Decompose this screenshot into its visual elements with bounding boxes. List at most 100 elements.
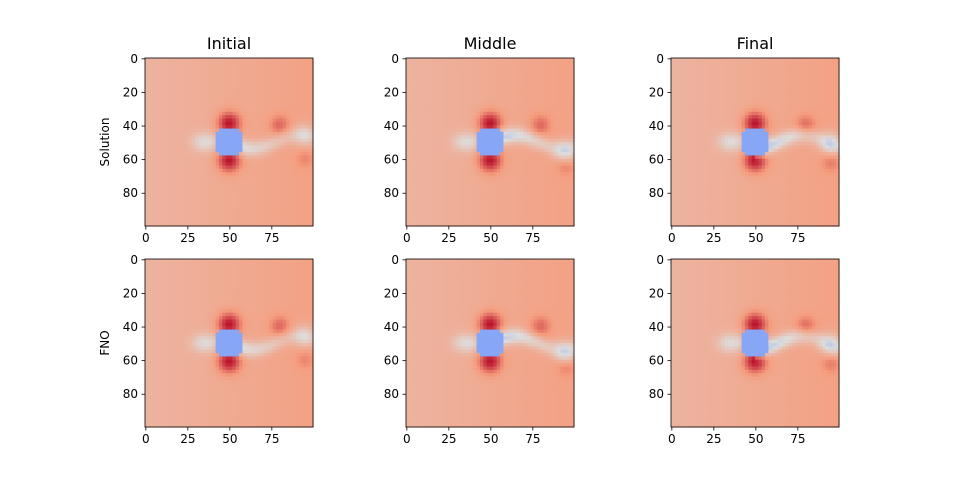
heatmap-cell xyxy=(476,64,481,69)
heatmap-cell xyxy=(181,64,186,69)
heatmap-cell xyxy=(252,121,257,126)
heatmap-cell xyxy=(215,219,220,224)
heatmap-cell xyxy=(215,155,220,160)
heatmap-cell xyxy=(165,64,170,69)
heatmap-cell xyxy=(165,199,170,204)
heatmap-cell xyxy=(171,84,176,89)
heatmap-cell xyxy=(155,138,160,143)
heatmap-cell xyxy=(195,219,200,224)
heatmap-cell xyxy=(272,115,277,120)
heatmap-cell xyxy=(560,64,565,69)
heatmap-cell xyxy=(249,212,254,217)
heatmap-cell xyxy=(422,74,427,79)
heatmap-cell xyxy=(145,81,149,86)
heatmap-cell xyxy=(185,165,190,170)
heatmap-cell xyxy=(406,74,410,79)
heatmap-cell xyxy=(262,131,267,136)
heatmap-cell xyxy=(161,145,166,150)
heatmap-cell xyxy=(276,195,280,200)
heatmap-cell xyxy=(296,212,301,217)
heatmap-cell xyxy=(306,219,311,224)
heatmap-cell xyxy=(299,165,304,170)
heatmap-cell xyxy=(439,61,444,66)
heatmap-cell xyxy=(148,148,153,153)
heatmap-cell xyxy=(269,108,274,113)
heatmap-cell xyxy=(181,199,186,204)
heatmap-cell xyxy=(192,125,196,130)
heatmap-cell xyxy=(560,61,565,66)
heatmap-cell xyxy=(510,58,515,62)
heatmap-cell xyxy=(259,61,264,66)
heatmap-cell xyxy=(282,178,287,183)
heatmap-cell xyxy=(543,64,548,69)
heatmap-cell xyxy=(265,81,270,86)
heatmap-cell xyxy=(222,219,227,224)
heatmap-cell xyxy=(151,108,156,113)
heatmap-cell xyxy=(168,199,173,204)
heatmap-cell xyxy=(302,64,307,69)
heatmap-cell xyxy=(500,58,505,62)
heatmap-cell xyxy=(242,165,247,170)
heatmap-cell xyxy=(526,71,531,76)
heatmap-cell xyxy=(148,101,153,106)
heatmap-cell xyxy=(181,155,186,160)
heatmap-cell xyxy=(222,111,227,116)
heatmap-cell xyxy=(563,64,568,69)
heatmap-cell xyxy=(229,81,233,86)
heatmap-cell xyxy=(148,168,153,173)
x-tick-label: 0 xyxy=(142,231,150,245)
heatmap-cell xyxy=(208,71,213,76)
heatmap-cell xyxy=(188,64,193,69)
heatmap-cell xyxy=(161,78,166,83)
heatmap-cell xyxy=(272,121,277,126)
heatmap-cell xyxy=(570,64,575,69)
heatmap-cell xyxy=(259,172,264,177)
heatmap-cell xyxy=(175,131,180,136)
heatmap-cell xyxy=(212,215,217,220)
heatmap-cell xyxy=(202,185,207,190)
heatmap-cell xyxy=(269,64,274,69)
heatmap-cell xyxy=(259,108,264,113)
heatmap-cell xyxy=(198,74,203,79)
heatmap-cell xyxy=(161,71,166,76)
heatmap-cell xyxy=(490,64,494,69)
heatmap-cell xyxy=(178,78,183,83)
heatmap-cell xyxy=(289,64,294,69)
heatmap-cell xyxy=(161,222,166,227)
heatmap-cell xyxy=(205,165,210,170)
heatmap-cell xyxy=(192,118,196,123)
heatmap-cell xyxy=(155,61,160,66)
heatmap-cell xyxy=(161,215,166,220)
heatmap-cell xyxy=(208,94,213,99)
heatmap-cell xyxy=(158,222,163,227)
heatmap-cell xyxy=(161,148,166,153)
heatmap-cell xyxy=(198,125,203,130)
heatmap-cell xyxy=(412,61,417,66)
heatmap-cell xyxy=(192,101,196,106)
heatmap-cell xyxy=(289,125,294,130)
heatmap-cell xyxy=(222,131,227,136)
heatmap-cell xyxy=(252,131,257,136)
heatmap-cell xyxy=(286,199,291,204)
heatmap-cell xyxy=(185,61,190,66)
heatmap-cell xyxy=(239,152,244,157)
heatmap-cell xyxy=(252,215,257,220)
heatmap-cell xyxy=(222,202,227,207)
heatmap-cell xyxy=(148,155,153,160)
heatmap-cell xyxy=(292,78,297,83)
heatmap-cell xyxy=(145,98,149,103)
heatmap-cell xyxy=(229,64,233,69)
heatmap-cell xyxy=(175,121,180,126)
heatmap-cell xyxy=(486,64,491,69)
heatmap-cell xyxy=(185,145,190,150)
heatmap-cell xyxy=(168,172,173,177)
heatmap-cell xyxy=(453,64,457,69)
heatmap-cell xyxy=(282,94,287,99)
heatmap-cell xyxy=(269,128,274,133)
heatmap-cell xyxy=(195,111,200,116)
heatmap-cell xyxy=(282,58,287,62)
heatmap-cell xyxy=(453,68,457,73)
heatmap-cell xyxy=(245,175,250,180)
heatmap-cell xyxy=(259,125,264,130)
heatmap-cell xyxy=(218,158,223,163)
